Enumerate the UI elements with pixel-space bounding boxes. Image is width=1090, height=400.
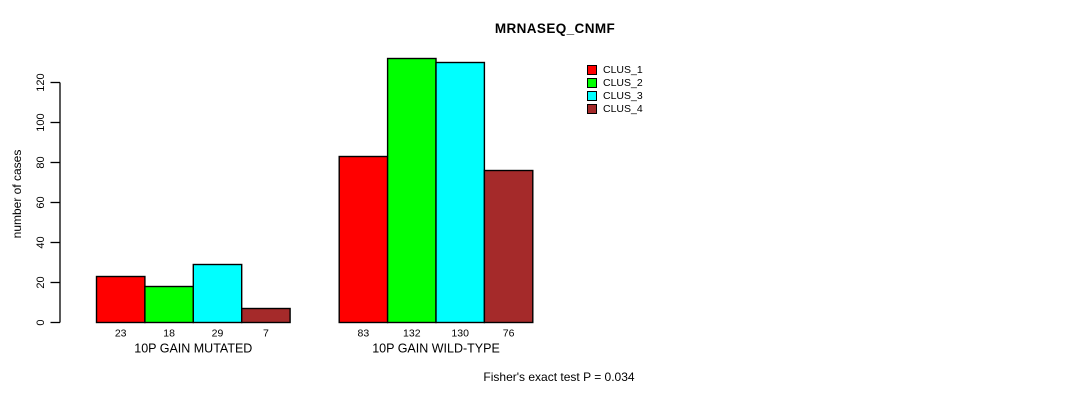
legend-item-CLUS_3: CLUS_3 (587, 90, 643, 103)
legend-label: CLUS_2 (603, 77, 643, 90)
legend-item-CLUS_4: CLUS_4 (587, 103, 643, 116)
y-axis-tick-label: 0 (35, 319, 47, 325)
legend: CLUS_1 CLUS_2 CLUS_3 CLUS_4 (587, 64, 643, 116)
legend-swatch-icon (587, 78, 597, 89)
bar-value-label: 18 (163, 328, 175, 340)
y-axis-tick-label: 80 (35, 156, 47, 168)
legend-swatch-icon (587, 91, 597, 102)
bar-CLUS_4-group1 (240, 307, 291, 324)
legend-label: CLUS_1 (603, 64, 643, 77)
chart-title: MRNASEQ_CNMF (494, 21, 616, 36)
y-axis-tick-label: 60 (35, 196, 47, 208)
y-axis-tick-label: 100 (35, 113, 47, 131)
bar-value-label: 83 (358, 328, 370, 340)
legend-label: CLUS_4 (603, 103, 643, 116)
bar-CLUS_2-group2 (386, 57, 437, 324)
y-axis-tick-label: 40 (35, 236, 47, 248)
bar-CLUS_1-group2 (338, 155, 389, 324)
x-category-label: 10P GAIN WILD-TYPE (372, 342, 500, 356)
bar-CLUS_4-group2 (483, 169, 534, 324)
bar-value-label: 76 (503, 328, 515, 340)
bar-CLUS_3-group2 (435, 61, 486, 324)
bar-CLUS_1-group1 (95, 275, 146, 324)
bar-value-label: 23 (115, 328, 127, 340)
bar-value-label: 7 (263, 328, 269, 340)
y-axis-tick-label: 20 (35, 276, 47, 288)
bar-value-label: 130 (451, 328, 469, 340)
fisher-test-annotation: Fisher's exact test P = 0.034 (483, 370, 635, 384)
x-category-label: 10P GAIN MUTATED (134, 342, 252, 356)
bar-value-label: 29 (212, 328, 224, 340)
legend-item-CLUS_1: CLUS_1 (587, 64, 643, 77)
bar-CLUS_3-group1 (192, 263, 243, 324)
legend-swatch-icon (587, 65, 597, 76)
legend-swatch-icon (587, 104, 597, 115)
bar-value-label: 132 (403, 328, 421, 340)
bar-CLUS_2-group1 (144, 285, 194, 324)
y-axis-tick-label: 120 (35, 73, 47, 91)
legend-item-CLUS_2: CLUS_2 (587, 77, 643, 90)
legend-label: CLUS_3 (603, 90, 643, 103)
